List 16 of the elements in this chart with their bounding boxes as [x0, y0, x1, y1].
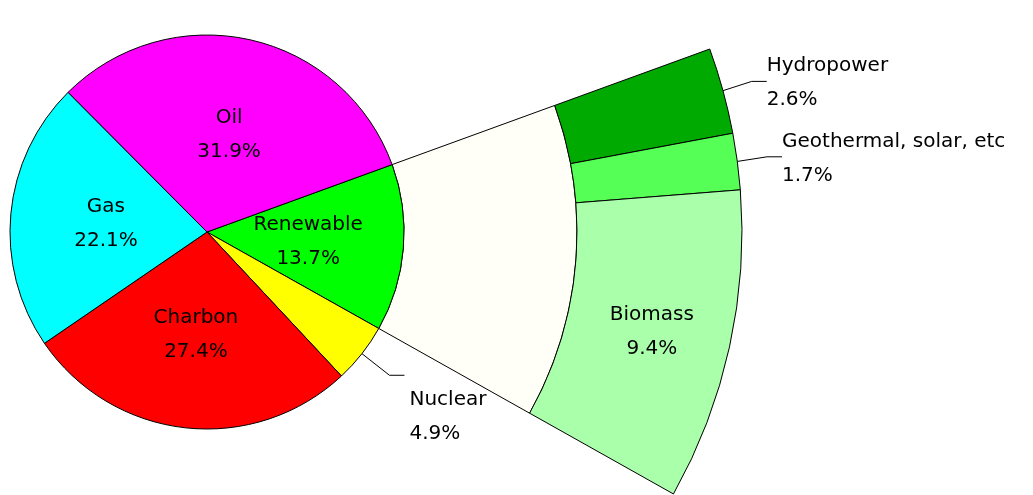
data-label: 22.1%	[74, 227, 138, 252]
data-label: 13.7%	[276, 245, 340, 270]
slice-label: Charbon	[153, 303, 239, 328]
slice-label: Renewable	[253, 211, 363, 236]
data-label: 2.6%	[766, 86, 818, 111]
slice-label: Geothermal, solar, etc	[782, 127, 1006, 152]
data-label: 27.4%	[164, 337, 228, 362]
data-label: 9.4%	[626, 334, 678, 359]
data-label: 4.9%	[409, 420, 461, 445]
slice-label: Gas	[86, 193, 126, 218]
slice-label: Hydropower	[766, 52, 889, 77]
slice-label: Oil	[215, 103, 243, 128]
slice-label: Nuclear	[409, 386, 488, 411]
data-label: 31.9%	[197, 137, 261, 162]
data-label: 1.7%	[782, 161, 833, 186]
slice-label: Biomass	[609, 300, 694, 325]
